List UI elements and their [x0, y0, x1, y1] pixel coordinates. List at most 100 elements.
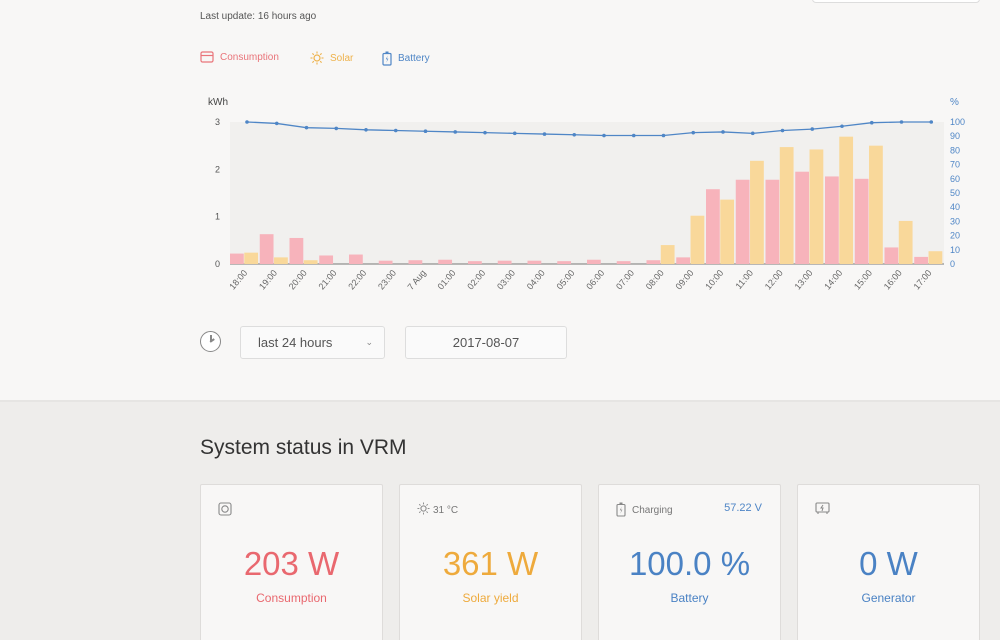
legend-battery-label: Battery — [398, 53, 430, 64]
point-battery — [810, 127, 815, 131]
y-tick-right: 80 — [950, 145, 960, 155]
bar-consumption — [795, 171, 810, 264]
bar-consumption — [527, 260, 542, 264]
bar-consumption — [646, 260, 661, 264]
consumption-card[interactable]: 203 W Consumption — [200, 484, 383, 640]
bar-consumption — [468, 261, 482, 264]
system-status-title: System status in VRM — [200, 436, 407, 459]
bar-consumption — [676, 257, 691, 264]
x-tick-label: 12:00 — [763, 268, 785, 292]
y-tick-left: 3 — [215, 117, 220, 127]
point-battery — [572, 132, 577, 137]
x-tick-label: 19:00 — [257, 268, 279, 292]
outlet-icon — [218, 502, 232, 521]
point-battery — [721, 130, 725, 134]
generator-icon — [815, 502, 830, 520]
point-battery — [423, 129, 428, 134]
bar-solar — [779, 147, 794, 264]
solar-caption: Solar yield — [462, 591, 519, 605]
y-tick-right: 20 — [950, 231, 960, 241]
bar-solar — [720, 199, 735, 264]
y-axis-left-title: kWh — [208, 97, 228, 108]
point-battery — [364, 128, 368, 132]
point-battery — [840, 124, 844, 129]
legend-solar-label: Solar — [330, 52, 354, 64]
x-tick-label: 08:00 — [644, 268, 666, 292]
x-tick-label: 14:00 — [822, 268, 844, 292]
x-tick-label: 03:00 — [495, 268, 517, 292]
point-battery — [631, 133, 636, 138]
generator-card[interactable]: 0 W Generator — [797, 484, 980, 640]
y-tick-right: 70 — [950, 160, 960, 170]
bar-solar — [303, 260, 318, 264]
x-tick-label: 20:00 — [287, 268, 309, 292]
legend-consumption[interactable]: Consumption — [200, 51, 279, 63]
x-tick-label: 18:00 — [227, 268, 249, 292]
point-battery — [869, 120, 874, 125]
point-battery — [929, 120, 934, 124]
bar-consumption — [349, 254, 363, 264]
x-tick-label: 01:00 — [436, 268, 458, 292]
y-tick-right: 100 — [950, 117, 965, 127]
outlet-icon — [200, 51, 214, 63]
solar-card[interactable]: 31 °C 361 W Solar yield — [399, 484, 582, 640]
x-tick-label: 21:00 — [317, 268, 339, 292]
solar-value: 361 W — [442, 545, 539, 582]
time-range-select[interactable]: last 24 hours ⌄ — [240, 326, 385, 359]
battery-card[interactable]: Charging 57.22 V 100.0 % Battery — [598, 484, 781, 640]
point-battery — [453, 130, 458, 134]
bar-consumption — [497, 260, 512, 264]
bar-consumption — [765, 179, 780, 264]
point-battery — [602, 133, 606, 138]
point-battery — [334, 126, 339, 131]
bar-solar — [898, 220, 913, 264]
bar-solar — [928, 251, 943, 264]
y-tick-right: 30 — [950, 216, 960, 226]
bar-consumption — [587, 259, 601, 264]
consumption-value: 203 W — [243, 545, 340, 582]
bar-solar — [809, 149, 824, 264]
bar-consumption — [914, 256, 929, 264]
consumption-caption: Consumption — [256, 591, 327, 605]
y-tick-right: 0 — [950, 259, 955, 269]
point-battery — [542, 132, 547, 136]
top-right-control[interactable] — [812, 0, 980, 3]
bar-consumption — [259, 234, 274, 264]
legend-battery[interactable]: Battery — [382, 51, 430, 66]
bar-consumption — [706, 189, 720, 264]
legend-consumption-label: Consumption — [220, 51, 279, 63]
bar-consumption — [378, 260, 393, 264]
x-tick-label: 07:00 — [614, 268, 636, 292]
bar-consumption — [825, 176, 839, 264]
bar-solar — [690, 215, 705, 264]
x-tick-label: 06:00 — [584, 268, 606, 292]
x-tick-label: 02:00 — [465, 268, 487, 292]
sun-icon — [417, 502, 430, 520]
battery-voltage: 57.22 V — [724, 502, 762, 514]
battery-state: Charging — [632, 505, 673, 516]
battery-icon — [382, 51, 392, 66]
solar-temperature: 31 °C — [433, 505, 459, 516]
legend-solar[interactable]: Solar — [310, 51, 353, 65]
y-axis-right-title: % — [950, 97, 959, 108]
bar-solar — [869, 145, 883, 264]
y-tick-right: 60 — [950, 174, 960, 184]
x-tick-label: 13:00 — [793, 268, 815, 292]
x-tick-label: 09:00 — [674, 268, 696, 292]
line-battery — [246, 121, 932, 137]
bar-consumption — [408, 260, 423, 264]
chevron-down-icon: ⌄ — [365, 337, 373, 347]
bar-consumption — [616, 261, 631, 264]
y-tick-right: 10 — [950, 245, 960, 255]
point-battery — [274, 121, 279, 126]
date-field[interactable]: 2017-08-07 — [405, 326, 567, 359]
bar-solar — [274, 257, 288, 264]
bar-consumption — [884, 247, 899, 264]
sun-icon — [310, 51, 324, 65]
bar-consumption — [289, 237, 304, 264]
point-battery — [393, 128, 398, 133]
x-tick-label: 7 Aug — [405, 268, 427, 292]
x-tick-label: 11:00 — [733, 268, 755, 291]
bar-solar — [750, 160, 764, 264]
